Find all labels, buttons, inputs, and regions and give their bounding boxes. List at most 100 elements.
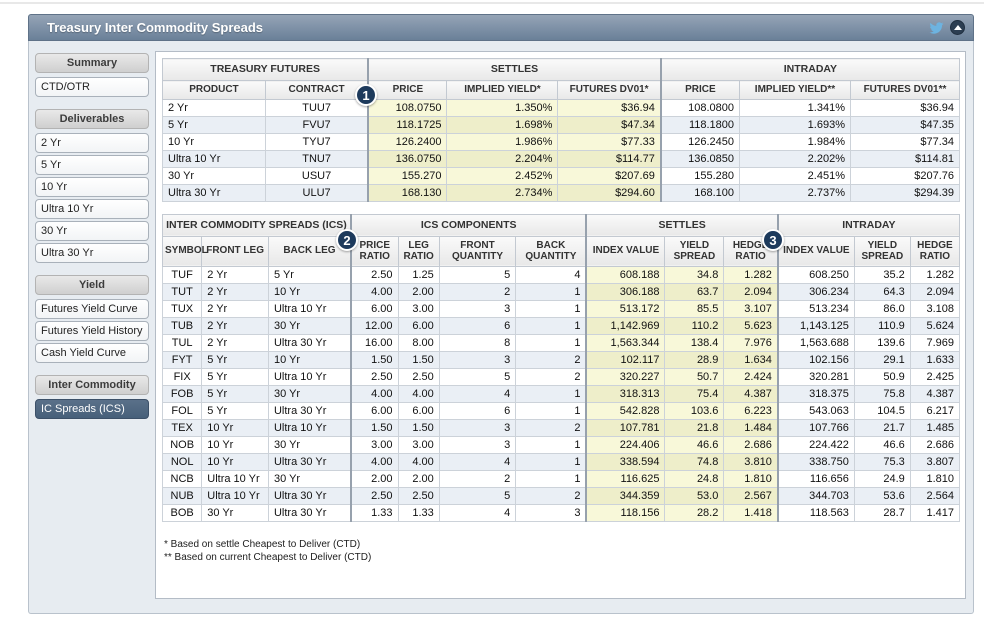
cell: FYT <box>163 351 202 368</box>
cell: TEX <box>163 419 202 436</box>
column-header-price: PRICE <box>368 81 447 100</box>
twitter-share-icon[interactable] <box>928 21 945 35</box>
cell: 608.188 <box>586 266 665 283</box>
table-row: 10 YrTYU7126.24001.986%$77.33126.24501.9… <box>163 133 960 150</box>
cell: 30 Yr <box>268 385 350 402</box>
cell: 2 Yr <box>202 266 269 283</box>
cell: 1.50 <box>351 419 398 436</box>
footnote-settle-ctd: * Based on settle Cheapest to Deliver (C… <box>164 538 960 552</box>
cell: 24.8 <box>665 470 724 487</box>
cell: 50.9 <box>854 368 910 385</box>
sidebar-item-ultra-10-yr[interactable]: Ultra 10 Yr <box>35 199 149 219</box>
cell: 118.156 <box>586 504 665 521</box>
cell: 1.633 <box>910 351 959 368</box>
cell: TYU7 <box>265 133 368 150</box>
cell: 224.406 <box>586 436 665 453</box>
sidebar-item-ic-spreads-ics[interactable]: IC Spreads (ICS) <box>35 399 149 419</box>
treasury-ics-widget: Treasury Inter Commodity Spreads Summary… <box>28 14 974 614</box>
table-row: TUL2 YrUltra 30 Yr16.008.00811,563.34413… <box>163 334 960 351</box>
cell: 2.734% <box>447 184 558 201</box>
group-header-settles: SETTLES <box>368 59 661 81</box>
cell: 2.686 <box>910 436 959 453</box>
cell: 4 <box>439 504 516 521</box>
sidebar-section-deliverables: Deliverables <box>35 109 149 129</box>
cell: 2.00 <box>351 470 398 487</box>
cell: $77.33 <box>558 133 661 150</box>
cell: 46.6 <box>854 436 910 453</box>
column-header-front-quantity: FRONT QUANTITY <box>439 236 516 266</box>
cell: 2.425 <box>910 368 959 385</box>
cell: 1 <box>516 317 587 334</box>
table-row: TEX10 YrUltra 10 Yr1.501.5032107.78121.8… <box>163 419 960 436</box>
cell: 306.234 <box>778 283 855 300</box>
cell: 224.422 <box>778 436 855 453</box>
cell: 2 <box>516 368 587 385</box>
sidebar-item-ultra-30-yr[interactable]: Ultra 30 Yr <box>35 243 149 263</box>
cell: 1,563.688 <box>778 334 855 351</box>
cell: 2.202% <box>740 150 851 167</box>
cell: BOB <box>163 504 202 521</box>
table-row: NCBUltra 10 Yr30 Yr2.002.0021116.62524.8… <box>163 470 960 487</box>
widget-body: SummaryCTD/OTRDeliverables2 Yr5 Yr10 YrU… <box>28 41 974 614</box>
cell: 103.6 <box>665 402 724 419</box>
cell: NOL <box>163 453 202 470</box>
cell: 4 <box>439 453 516 470</box>
cell: 1.418 <box>724 504 778 521</box>
cell: 75.4 <box>665 385 724 402</box>
cell: 29.1 <box>854 351 910 368</box>
cell: 2.00 <box>398 470 439 487</box>
cell: 3.00 <box>398 300 439 317</box>
cell: 2.424 <box>724 368 778 385</box>
cell: 2.50 <box>351 368 398 385</box>
group-header-treasury-futures: TREASURY FUTURES <box>163 59 369 81</box>
sidebar-item-futures-yield-history[interactable]: Futures Yield History <box>35 321 149 341</box>
cell: 344.359 <box>586 487 665 504</box>
cell: 10 Yr <box>163 133 266 150</box>
sidebar-item-cash-yield-curve[interactable]: Cash Yield Curve <box>35 343 149 363</box>
sidebar-item-10-yr[interactable]: 10 Yr <box>35 177 149 197</box>
cell: 34.8 <box>665 266 724 283</box>
cell: 6 <box>439 402 516 419</box>
sidebar-item-30-yr[interactable]: 30 Yr <box>35 221 149 241</box>
table-row: 2 YrTUU7108.07501.350%$36.94108.08001.34… <box>163 99 960 116</box>
column-header-index-value: INDEX VALUE <box>778 236 855 266</box>
table-row: BOB30 YrUltra 30 Yr1.331.3343118.15628.2… <box>163 504 960 521</box>
cell: 64.3 <box>854 283 910 300</box>
cell: 4.00 <box>398 385 439 402</box>
cell: 3 <box>439 436 516 453</box>
sidebar-section-inter-commodity: Inter Commodity <box>35 375 149 395</box>
sidebar-item-ctd-otr[interactable]: CTD/OTR <box>35 77 149 97</box>
cell: 2 <box>439 470 516 487</box>
cell: 5.623 <box>724 317 778 334</box>
cell: 102.117 <box>586 351 665 368</box>
sidebar-item-futures-yield-curve[interactable]: Futures Yield Curve <box>35 299 149 319</box>
cell: 118.1725 <box>368 116 447 133</box>
sidebar-section-yield: Yield <box>35 275 149 295</box>
cell: 21.8 <box>665 419 724 436</box>
cell: 2 Yr <box>202 300 269 317</box>
cell: 2.686 <box>724 436 778 453</box>
column-header-contract: CONTRACT <box>265 81 368 100</box>
table-row: 30 YrUSU7155.2702.452%$207.69155.2802.45… <box>163 167 960 184</box>
cell: 7.976 <box>724 334 778 351</box>
cell: 6.223 <box>724 402 778 419</box>
cell: 1.485 <box>910 419 959 436</box>
cell: 53.0 <box>665 487 724 504</box>
collapse-button[interactable] <box>950 20 965 35</box>
sidebar-item-5-yr[interactable]: 5 Yr <box>35 155 149 175</box>
cell: FOB <box>163 385 202 402</box>
table-row: Ultra 30 YrULU7168.1302.734%$294.60168.1… <box>163 184 960 201</box>
cell: 12.00 <box>351 317 398 334</box>
cell: USU7 <box>265 167 368 184</box>
cell: 136.0850 <box>661 150 740 167</box>
page-top-rule <box>0 2 984 4</box>
cell: TUT <box>163 283 202 300</box>
cell: Ultra 10 Yr <box>268 419 350 436</box>
cell: 1.484 <box>724 419 778 436</box>
cell: 1 <box>516 470 587 487</box>
cell: 1.810 <box>724 470 778 487</box>
sidebar-item-2-yr[interactable]: 2 Yr <box>35 133 149 153</box>
cell: $47.35 <box>850 116 959 133</box>
cell: 126.2450 <box>661 133 740 150</box>
cell: 1.417 <box>910 504 959 521</box>
